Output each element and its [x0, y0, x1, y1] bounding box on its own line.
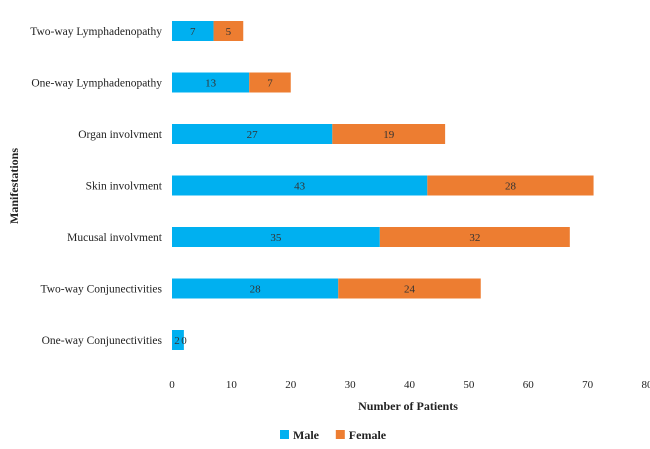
- data-label-male: 7: [190, 26, 196, 38]
- bars: [172, 21, 594, 350]
- data-label-female: 24: [404, 284, 416, 296]
- bar-male: [172, 278, 339, 299]
- data-label-female: 32: [469, 232, 480, 244]
- legend-label-female: Female: [349, 428, 387, 442]
- data-label-male: 2: [174, 335, 180, 347]
- x-tick-label: 80: [642, 379, 650, 391]
- category-label: Mucusal involvment: [67, 232, 163, 244]
- data-label-female: 19: [383, 129, 395, 141]
- bar-male: [172, 175, 428, 196]
- x-axis-ticks: 0 10 20 30 40 50 60 70 80: [169, 379, 650, 391]
- category-label: Two-way Conjunectivities: [40, 284, 162, 296]
- y-axis-title: Manifestations: [7, 148, 21, 224]
- category-label: Skin involvment: [86, 181, 163, 193]
- x-axis-title: Number of Patients: [358, 399, 458, 413]
- data-label-female: 5: [226, 26, 232, 38]
- x-tick-label: 50: [463, 379, 475, 391]
- data-label-female: 28: [505, 181, 517, 193]
- bar-male: [172, 21, 214, 41]
- x-tick-label: 0: [169, 379, 175, 391]
- x-tick-label: 10: [226, 379, 238, 391]
- data-label-female: 0: [181, 335, 187, 347]
- data-label-female: 7: [267, 78, 273, 90]
- bar-female: [213, 21, 244, 41]
- legend: Male Female: [280, 428, 387, 442]
- legend-swatch-male: [280, 430, 289, 439]
- bar-male: [172, 124, 333, 144]
- x-tick-label: 40: [404, 379, 416, 391]
- bar-male: [172, 227, 380, 247]
- category-labels: Two-way Lymphadenopathy One-way Lymphaden…: [30, 26, 163, 347]
- x-tick-label: 60: [523, 379, 535, 391]
- x-tick-label: 70: [582, 379, 594, 391]
- bar-female: [427, 175, 594, 196]
- bar-female: [338, 278, 481, 299]
- bar-male: [172, 330, 184, 350]
- data-label-male: 43: [294, 181, 306, 193]
- legend-label-male: Male: [293, 428, 320, 442]
- bar-female: [249, 72, 291, 93]
- x-tick-label: 20: [285, 379, 297, 391]
- x-tick-label: 30: [345, 379, 357, 391]
- bar-female: [379, 227, 570, 247]
- bar-female: [332, 124, 446, 144]
- bar-male: [172, 72, 250, 93]
- data-label-male: 35: [270, 232, 282, 244]
- category-label: One-way Lymphadenopathy: [31, 78, 162, 90]
- data-label-male: 27: [247, 129, 259, 141]
- category-label: One-way Conjunectivities: [42, 335, 163, 347]
- data-labels: 7 5 13 7 27 19 43 28 35 32 28 24 2 0: [174, 26, 516, 347]
- legend-swatch-female: [335, 430, 345, 439]
- data-label-male: 28: [250, 284, 262, 296]
- category-label: Organ involvment: [78, 129, 163, 141]
- category-label: Two-way Lymphadenopathy: [30, 26, 162, 38]
- data-label-male: 13: [205, 78, 217, 90]
